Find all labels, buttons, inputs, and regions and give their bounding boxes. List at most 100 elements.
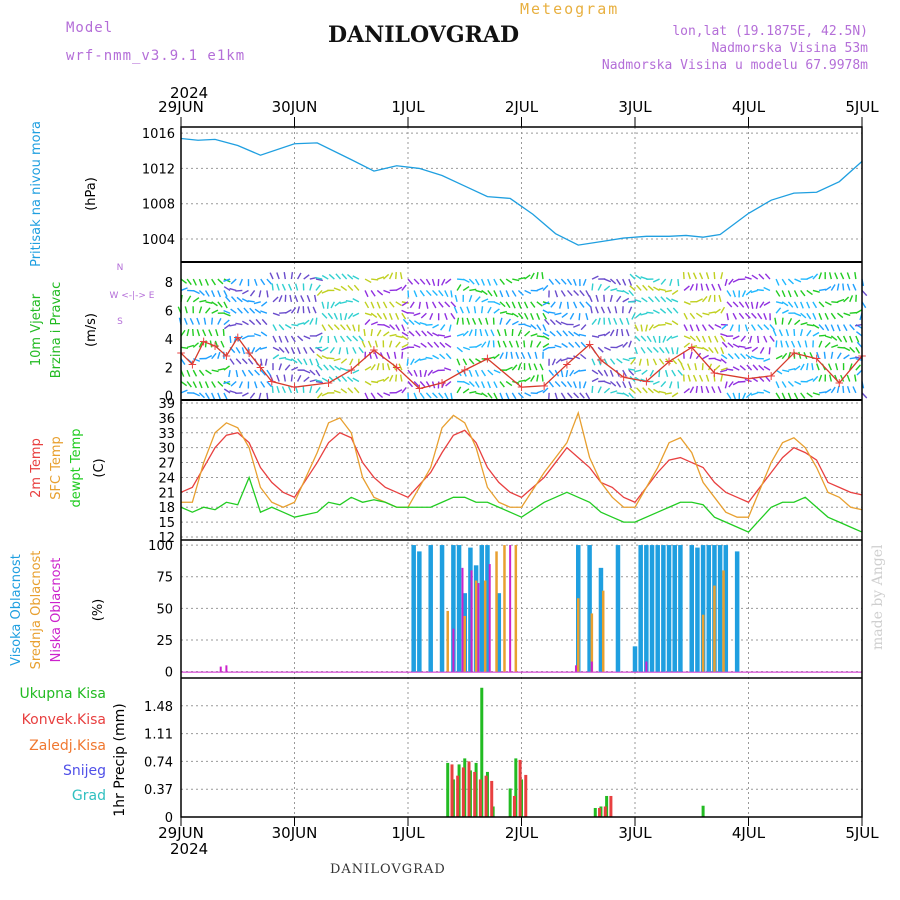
wind-barb (315, 284, 321, 291)
wind-barb (315, 386, 321, 394)
wind-barb (401, 301, 409, 307)
credit-label: made by Angel (870, 544, 886, 651)
wind-barb (487, 369, 494, 376)
wind-barb (843, 354, 850, 360)
wind-barb (487, 290, 493, 297)
wind-barb (560, 381, 567, 388)
wind-barb (326, 301, 329, 309)
precip-bar (603, 806, 607, 817)
wind-barb (364, 301, 370, 309)
wind-barb (474, 278, 480, 286)
wind-barb (418, 301, 421, 309)
wind-barb (288, 283, 293, 291)
wind-barb (389, 301, 395, 308)
wind-barb (425, 289, 432, 297)
wind-barb (506, 312, 514, 316)
wind-barb (505, 301, 511, 309)
wind-barb (699, 272, 704, 280)
wind-barb (211, 381, 216, 388)
wind-barb (701, 324, 707, 331)
wind-barb (604, 380, 612, 385)
wind-barb (530, 392, 538, 395)
wind-barb (616, 344, 624, 349)
wind-barb (536, 335, 544, 338)
wind-barb (284, 309, 292, 314)
date-tick-label-bottom: 30JUN (272, 824, 318, 842)
wind-barb (597, 369, 604, 376)
precip-bar (598, 807, 602, 817)
wind-barb (591, 358, 596, 366)
wind-barb (376, 312, 383, 320)
wind-barb (763, 286, 771, 292)
wind-barb (438, 301, 444, 308)
pressure-tick-label: 1004 (142, 233, 175, 248)
wind-barb (278, 346, 285, 353)
wind-barb (579, 301, 585, 308)
compass-n: N (117, 263, 124, 273)
wind-barb (413, 369, 418, 377)
wind-barb (217, 367, 225, 371)
wind-barb (215, 329, 219, 337)
wind-barb (448, 324, 452, 332)
wind-barb (781, 290, 786, 298)
wind-barb (585, 290, 590, 297)
wind-barb (456, 317, 460, 325)
wind-barb (738, 345, 746, 349)
wind-barb (536, 301, 543, 307)
wind-barb (524, 289, 532, 295)
wind-barb (229, 335, 232, 344)
wind-barb (517, 363, 522, 371)
wind-barb (401, 312, 407, 320)
wind-barb (837, 312, 844, 319)
precip-bar (518, 759, 522, 817)
wind-barb (523, 301, 529, 309)
wind-barb (542, 301, 550, 306)
wind-barb (419, 321, 427, 326)
precip-tick-label: 0.74 (144, 755, 173, 770)
wind-barb (515, 340, 520, 348)
wind-barb (454, 294, 458, 303)
wind-barb (536, 374, 539, 382)
wind-barb (745, 289, 753, 296)
wind-barb (192, 297, 200, 303)
precip-bar (446, 762, 450, 817)
model-elevation-label: Nadmorska Visina u modelu 67.9978m (601, 58, 868, 73)
cloud-bar (488, 564, 491, 672)
wind-barb (223, 365, 230, 371)
wind-barb (721, 341, 728, 348)
wind-barb (700, 283, 704, 291)
wind-barb (407, 381, 414, 388)
wind-barb (590, 306, 593, 314)
wind-barb (641, 297, 648, 303)
wind-barb (652, 380, 660, 385)
wind-speed-marker: + (619, 370, 629, 384)
wind-barb (315, 276, 323, 280)
cloud-bar (496, 593, 502, 672)
cloud-bar (452, 628, 455, 672)
wind-barb (316, 353, 323, 360)
temp-line-1 (181, 410, 863, 518)
wind-barb (720, 333, 728, 337)
wind-barb (607, 317, 612, 325)
wind-barb (671, 298, 679, 303)
wind-barb (205, 307, 211, 314)
wind-barb (548, 369, 555, 377)
cloud-bar (713, 585, 716, 672)
cloud-bar (661, 545, 666, 672)
wind-barb (646, 346, 653, 354)
cloud-bar (470, 570, 473, 672)
wind-barb (560, 369, 564, 378)
wind-barb (846, 374, 851, 382)
wind-barb (775, 340, 778, 348)
wind-barb (290, 307, 297, 314)
wind-barb (419, 370, 422, 378)
wind-barb (597, 283, 602, 291)
precip-bar (508, 788, 512, 817)
wind-barb (728, 278, 734, 285)
wind-barb (466, 317, 471, 325)
wind-barb (750, 324, 756, 331)
wind-barb (591, 318, 597, 326)
wind-barb (781, 278, 787, 286)
wind-barb (634, 347, 638, 355)
wind-barb (628, 278, 633, 286)
